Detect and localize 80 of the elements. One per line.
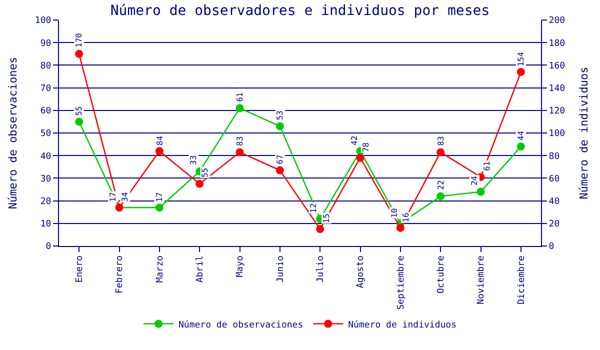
- x-tick-label: Junio: [276, 256, 286, 283]
- y2-tick-label: 80: [548, 152, 560, 162]
- point: [75, 50, 84, 58]
- point: [516, 142, 525, 151]
- data-label: 170: [74, 32, 84, 48]
- x-tick-label: Julio: [316, 256, 326, 283]
- data-label: 84: [155, 136, 164, 146]
- point: [316, 225, 324, 234]
- data-label: 67: [276, 154, 285, 164]
- data-label: 15: [322, 213, 332, 224]
- point: [356, 154, 364, 162]
- y-tick-label: 40: [40, 152, 52, 162]
- point: [276, 166, 284, 174]
- point: [276, 122, 284, 130]
- data-label: 154: [516, 52, 526, 66]
- y-tick-label: 90: [40, 38, 52, 49]
- data-label: 44: [516, 130, 526, 140]
- data-label: 53: [276, 110, 285, 120]
- x-tick-label: Agosto: [356, 256, 366, 288]
- x-tick-label: Febrero: [115, 256, 126, 294]
- y-tick-label: 70: [40, 84, 52, 94]
- x-tick-label: Marzo: [155, 256, 166, 283]
- y2-tick-label: 20: [548, 220, 560, 230]
- point: [516, 68, 525, 76]
- y2-tick-label: 160: [548, 61, 566, 72]
- y2-tick-label: 140: [548, 84, 566, 94]
- point: [155, 147, 164, 156]
- data-label: 42: [350, 136, 360, 146]
- point: [436, 192, 445, 200]
- point: [396, 224, 404, 232]
- legend-label: Número de observaciones: [178, 319, 304, 330]
- y2-tick-label: 180: [548, 38, 566, 49]
- y-tick-label: 30: [40, 174, 52, 184]
- data-label: 12: [309, 203, 318, 213]
- x-tick-label: Mayo: [236, 256, 246, 278]
- data-label: 61: [236, 92, 245, 102]
- y2-axis-title: Número de individuos: [577, 66, 590, 200]
- data-label: 17: [108, 192, 118, 202]
- data-label: 83: [236, 136, 245, 146]
- x-tick-label: Octubre: [436, 256, 447, 294]
- data-label: 34: [120, 192, 130, 202]
- x-tick-label: Abril: [196, 256, 206, 283]
- data-label: 61: [482, 161, 492, 171]
- data-label: 83: [436, 136, 446, 146]
- point: [196, 180, 204, 188]
- x-tick-label: Noviembre: [476, 256, 487, 304]
- data-label: 17: [154, 192, 164, 202]
- y-tick-label: 50: [40, 129, 52, 140]
- data-label: 55: [200, 168, 210, 178]
- y-tick-label: 100: [34, 16, 52, 26]
- point: [436, 148, 445, 156]
- point: [75, 118, 84, 126]
- point: [155, 204, 164, 212]
- data-label: 22: [436, 180, 446, 190]
- y-tick-label: 60: [40, 106, 52, 117]
- data-label: 24: [470, 176, 479, 186]
- x-tick-label: Septiembre: [396, 256, 406, 310]
- data-label: 33: [189, 155, 198, 165]
- y-axis-title: Número de observaciones: [6, 56, 20, 210]
- data-label: 78: [361, 142, 370, 152]
- point: [236, 148, 244, 156]
- y-tick-label: 80: [40, 61, 52, 72]
- y-tick-label: 20: [40, 196, 52, 207]
- y2-tick-label: 200: [548, 16, 566, 26]
- y-tick-label: 10: [40, 220, 52, 230]
- chart-title: Número de observadores e individuos por meses: [110, 3, 490, 20]
- x-tick-label: Diciembre: [516, 256, 527, 304]
- x-tick-label: Enero: [75, 256, 86, 283]
- y2-tick-label: 40: [548, 196, 560, 207]
- y2-tick-label: 100: [548, 129, 566, 140]
- data-label: 10: [390, 208, 400, 218]
- data-label: 16: [402, 212, 410, 222]
- point: [476, 188, 485, 196]
- data-label: 55: [74, 106, 84, 116]
- legend-label: Número de individuos: [348, 319, 456, 330]
- y2-tick-label: 60: [548, 174, 560, 184]
- y-tick-label: 0: [46, 242, 52, 252]
- y2-tick-label: 0: [548, 242, 554, 252]
- point: [236, 104, 244, 112]
- y2-tick-label: 120: [548, 106, 566, 117]
